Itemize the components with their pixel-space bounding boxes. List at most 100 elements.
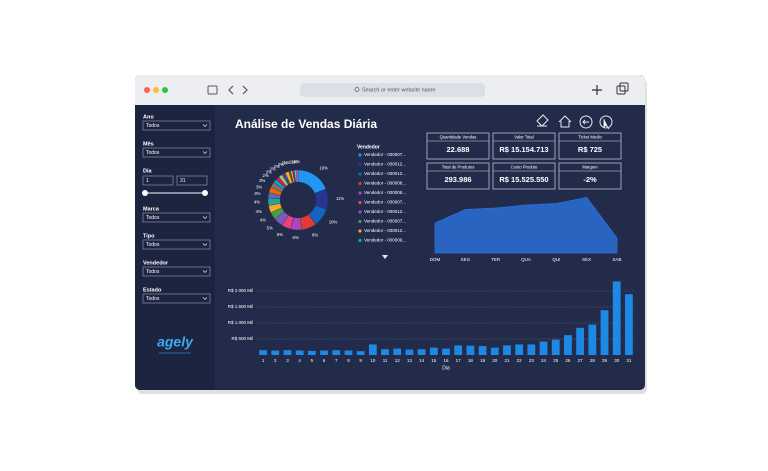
slice-label: 5%	[267, 226, 273, 231]
x-tick-label: 5	[311, 358, 314, 363]
bar	[320, 350, 328, 355]
filter-dropdown[interactable]	[142, 212, 211, 223]
filter-dropdown[interactable]	[142, 266, 211, 277]
address-bar[interactable]	[300, 83, 485, 97]
bar	[539, 341, 548, 355]
x-tick-label: 27	[578, 358, 584, 363]
home-icon[interactable]	[558, 115, 572, 128]
slice-label: 6%	[293, 235, 299, 240]
slice-label: 5%	[277, 232, 283, 237]
kpi-value: R$ 725	[578, 145, 602, 154]
x-tick-label: 16	[443, 358, 449, 363]
day-slider-handle[interactable]	[142, 190, 148, 196]
dropdown-chevron	[202, 124, 208, 127]
close-dot[interactable]	[144, 87, 150, 93]
bar	[503, 345, 511, 355]
filter-dropdown[interactable]	[142, 239, 211, 250]
forward-icon[interactable]	[242, 85, 248, 95]
slice-label: 2%	[266, 169, 272, 174]
kpi-label: Valor Total	[514, 135, 533, 140]
legend-entry: Vendedor - 000012...	[364, 171, 406, 176]
bar	[490, 347, 499, 355]
x-tick-label: 24	[541, 358, 547, 363]
tabs-icon[interactable]	[616, 85, 626, 95]
filter-dropdown[interactable]	[142, 293, 211, 304]
filter-value: Todos	[146, 296, 160, 302]
x-axis-label: Dia	[442, 365, 450, 371]
legend-swatch	[358, 229, 362, 233]
dropdown-chevron	[202, 270, 208, 273]
slice-label: 19%	[319, 166, 328, 171]
kpi-label: Ticket Medio	[578, 135, 602, 140]
x-tick-label: 7	[335, 358, 338, 363]
bar	[283, 350, 292, 355]
back-icon[interactable]	[228, 85, 234, 95]
day-to-input[interactable]	[176, 175, 208, 186]
kpi-value: R$ 15.154.713	[499, 145, 548, 154]
slice-label: 10%	[329, 219, 338, 224]
y-tick-label: R$ 1.000 Mil	[228, 320, 253, 325]
day-slider-handle[interactable]	[202, 190, 208, 196]
bar	[356, 351, 365, 355]
x-tick-label: TER	[491, 257, 501, 262]
legend-entry: Vendedor - 000008...	[364, 181, 406, 186]
day-to-value: 31	[180, 178, 186, 184]
new-tab-icon[interactable]	[592, 85, 602, 95]
x-tick-label: 11	[383, 358, 388, 363]
legend-swatch	[358, 191, 362, 195]
bar	[307, 350, 316, 355]
eraser-icon[interactable]	[536, 114, 549, 127]
bar	[332, 350, 341, 355]
x-tick-label: 4	[298, 358, 301, 363]
slice-label: 2%	[278, 162, 284, 167]
x-tick-label: SEX	[582, 257, 591, 262]
bar	[393, 348, 402, 355]
filter-value: Todos	[146, 150, 160, 156]
x-tick-label: 13	[407, 358, 413, 363]
day-from-input[interactable]	[142, 175, 174, 186]
legend-entry: Vendedor - 000012...	[364, 162, 406, 167]
bar	[564, 335, 572, 355]
bar	[454, 345, 463, 355]
kpi-label: Margem	[582, 165, 598, 170]
forward-button[interactable]	[599, 115, 613, 129]
legend-scroll-arrow[interactable]	[382, 255, 388, 259]
slice-label: 1%	[291, 159, 297, 164]
x-tick-label: 6	[323, 358, 326, 363]
search-icon	[354, 87, 360, 92]
x-tick-label: 26	[565, 358, 571, 363]
bar	[612, 281, 621, 355]
dropdown-chevron	[202, 151, 208, 154]
filter-label: Tipo	[143, 233, 155, 239]
tabs-icon-back	[619, 82, 629, 92]
slice-label: 2%	[263, 173, 269, 178]
bar	[478, 346, 487, 355]
x-tick-label: 23	[529, 358, 535, 363]
x-tick-label: 30	[614, 358, 620, 363]
minimize-dot[interactable]	[153, 87, 159, 93]
slice-label: 1%	[289, 160, 295, 165]
sidebar-icon[interactable]	[207, 85, 218, 95]
bar	[466, 345, 475, 355]
kpi-label: Quantidade Vendas	[440, 135, 477, 140]
filter-dropdown[interactable]	[142, 147, 211, 158]
back-button[interactable]	[579, 115, 593, 129]
legend-entry: Vendedor - 000008...	[364, 190, 406, 195]
kpi-label: Custo Produto	[511, 165, 538, 170]
filter-dropdown[interactable]	[142, 120, 211, 131]
bar	[295, 350, 304, 355]
x-tick-label: 25	[553, 358, 559, 363]
legend-entry: Vendedor - 000012...	[364, 228, 406, 233]
bar	[515, 344, 524, 355]
cursor-icon	[603, 119, 610, 130]
legend-swatch	[358, 210, 362, 214]
bar	[588, 324, 597, 355]
filter-label: Mês	[143, 141, 154, 147]
legend-swatch	[358, 200, 362, 205]
bar	[551, 339, 560, 355]
day-from-value: 1	[146, 178, 149, 184]
filter-label: Dia	[143, 168, 153, 174]
maximize-dot[interactable]	[162, 87, 168, 93]
x-tick-label: 18	[468, 358, 474, 363]
slice-label: 2%	[273, 164, 279, 169]
